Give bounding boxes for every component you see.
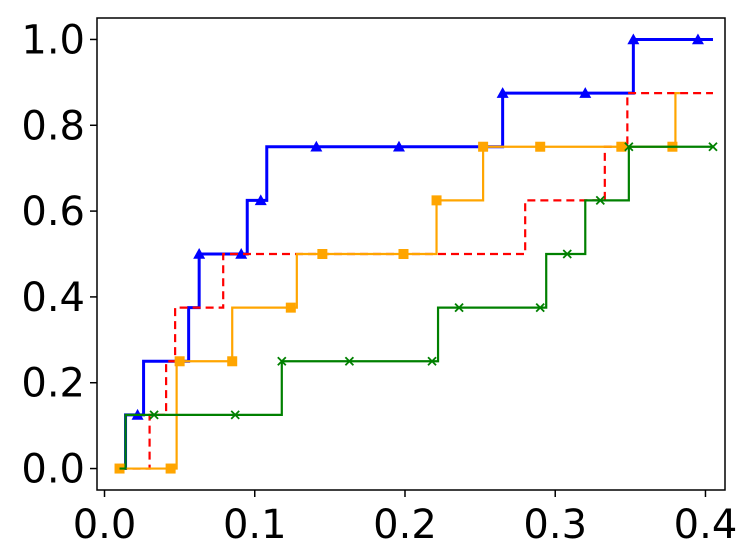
data-point-triangle [193,248,206,259]
data-point-x [595,195,605,206]
data-point-triangle [691,33,704,45]
series-layer [114,33,718,474]
y-tick-label: 0.8 [21,103,85,149]
y-tick-label: 0.4 [21,275,85,321]
data-point-triangle [627,33,640,45]
data-point-square [535,141,546,152]
data-point-square [285,302,296,313]
x-tick-label: 0.2 [373,502,437,548]
x-tick-label: 0.1 [223,502,287,548]
y-tick-label: 0.0 [21,447,85,493]
data-point-triangle [235,248,248,259]
x-tick-label: 0.4 [674,502,738,548]
data-point-triangle [579,87,592,98]
data-point-triangle [392,140,405,152]
data-point-x [562,249,572,259]
data-point-triangle [496,87,509,98]
y-tick-label: 0.6 [21,189,85,235]
data-point-square [317,249,328,259]
data-point-triangle [310,140,323,152]
y-tick-label: 0.2 [21,361,85,407]
series-line-0 [119,37,713,471]
x-tick-label: 0.3 [523,502,587,548]
data-point-triangle [254,194,267,206]
data-point-x [277,356,287,366]
x-tick-label: 0.0 [73,502,137,548]
data-point-square [398,249,409,259]
data-point-x [149,410,159,420]
data-point-x [427,356,437,366]
axis-layer: 0.0 0.1 0.2 0.3 0.4 0.0 0.2 0.4 0.6 0.8 1.0 [21,17,737,548]
data-point-x [708,142,718,152]
data-point-x [454,302,464,313]
data-point-square [227,356,238,367]
data-point-x [535,302,545,313]
data-point-square [165,463,176,474]
series-0 [119,33,713,471]
data-point-x [230,410,240,420]
data-point-square [616,141,627,152]
data-point-square [431,195,442,206]
series-3 [119,142,718,470]
data-point-x [344,356,355,366]
data-point-x [624,142,634,152]
y-tick-label: 1.0 [21,17,85,63]
data-point-square [478,141,489,152]
data-point-square [174,356,185,367]
